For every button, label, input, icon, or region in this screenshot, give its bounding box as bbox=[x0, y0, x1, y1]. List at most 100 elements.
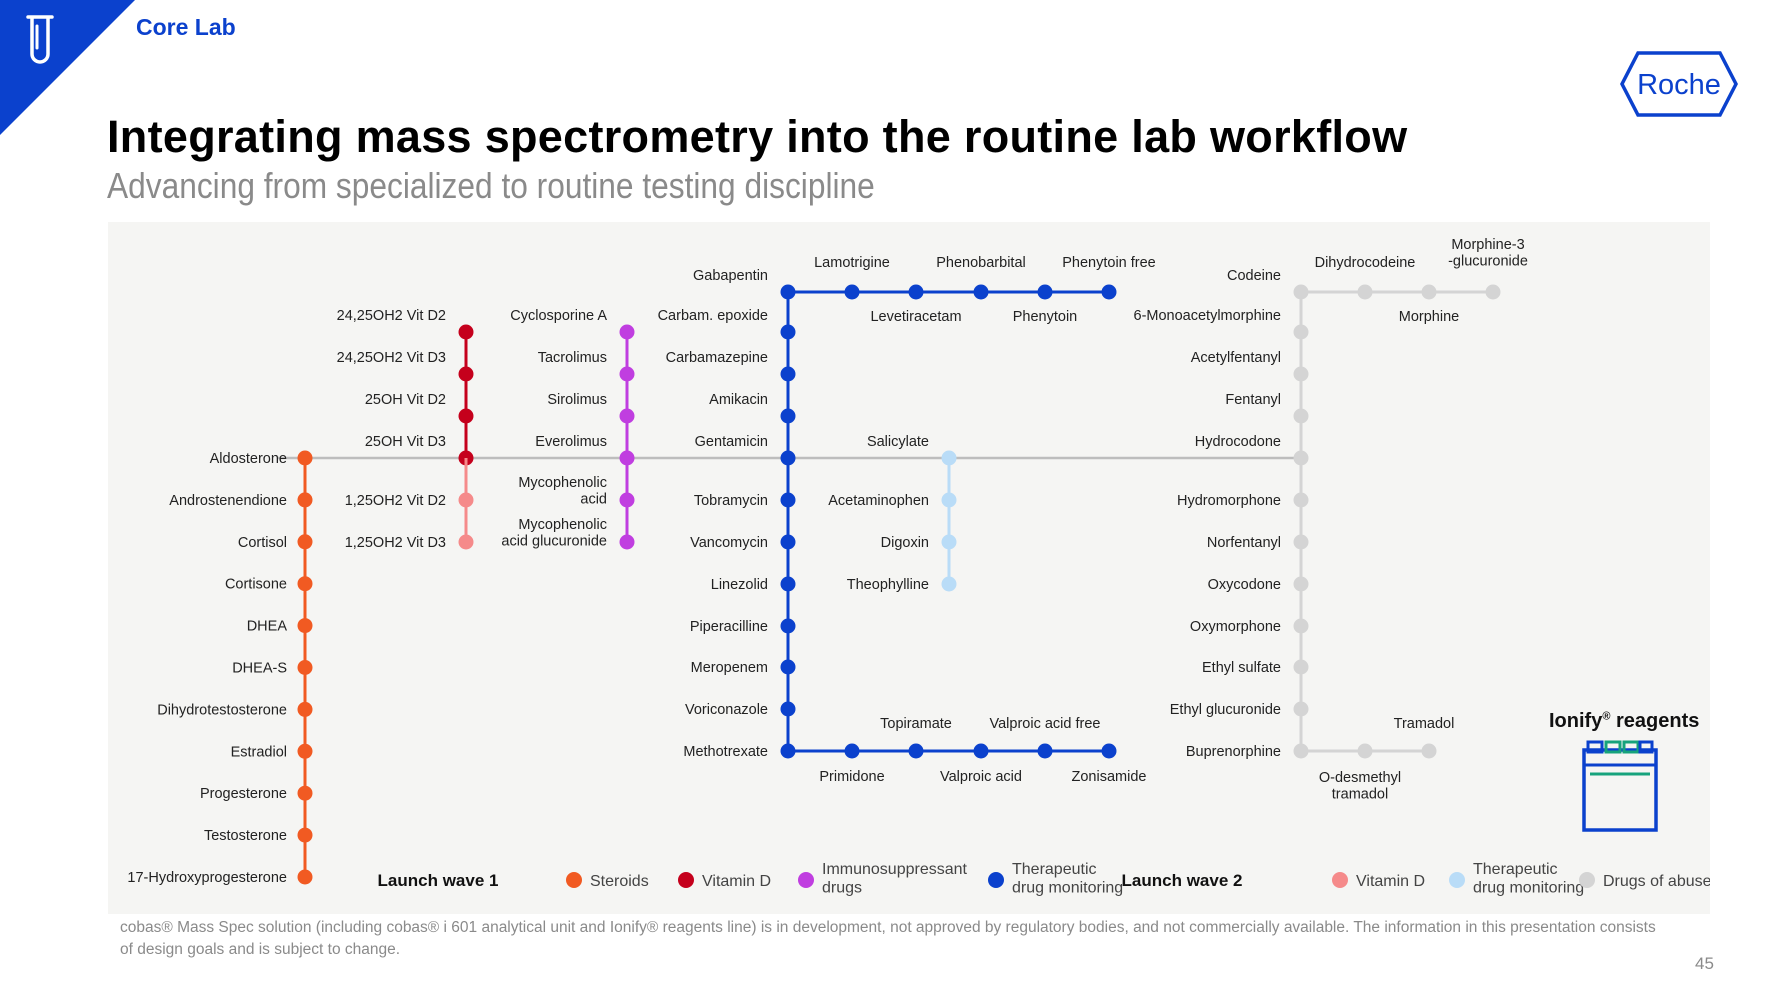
ionify-reagents-label: Ionify® reagents bbox=[1549, 710, 1699, 733]
legend-label: Steroids bbox=[590, 873, 649, 890]
doa-label: Hydromorphone bbox=[1177, 493, 1281, 509]
steroid-label: Testosterone bbox=[204, 828, 287, 844]
immunosuppressant-station bbox=[619, 408, 635, 424]
steroid-station bbox=[297, 701, 313, 717]
page-number: 45 bbox=[1695, 954, 1714, 973]
legend-label: Therapeutic drug monitoring bbox=[1012, 861, 1123, 896]
steroid-label: Cortisone bbox=[225, 577, 287, 593]
steroid-station bbox=[297, 827, 313, 843]
steroid-label: Progesterone bbox=[200, 786, 287, 802]
tdm-top-label: Levetiracetam bbox=[870, 309, 961, 325]
steroid-station bbox=[297, 492, 313, 508]
tdm-bottom-station bbox=[1101, 743, 1117, 759]
tdm-top-station bbox=[844, 284, 860, 300]
doa-bottom-station bbox=[1357, 743, 1373, 759]
steroid-station bbox=[297, 785, 313, 801]
tdm-station bbox=[780, 701, 796, 717]
doa-station bbox=[1293, 576, 1309, 592]
immunosuppressant-station bbox=[619, 366, 635, 382]
vitamin-d-label: 24,25OH2 Vit D3 bbox=[337, 350, 446, 366]
steroid-station bbox=[297, 576, 313, 592]
steroid-label: 17-Hydroxyprogesterone bbox=[127, 870, 287, 886]
doa-top-station bbox=[1485, 284, 1501, 300]
tdm-label: Vancomycin bbox=[690, 535, 768, 551]
tdm-station bbox=[780, 618, 796, 634]
doa-station bbox=[1293, 534, 1309, 550]
doa-label: Fentanyl bbox=[1225, 392, 1281, 408]
footnote: cobas® Mass Spec solution (including cob… bbox=[120, 919, 1656, 958]
steroid-label: Cortisol bbox=[238, 535, 287, 551]
doa-top-label: Morphine-3 -glucuronide bbox=[1448, 237, 1528, 270]
doa-station bbox=[1293, 408, 1309, 424]
page-title: Integrating mass spectrometry into the r… bbox=[107, 111, 1408, 162]
legend-label: Immunosuppressant drugs bbox=[822, 861, 968, 896]
tdm-label: Tobramycin bbox=[694, 493, 768, 509]
tdm-label: Gabapentin bbox=[693, 268, 768, 284]
doa-label: Ethyl glucuronide bbox=[1170, 702, 1281, 718]
tdm2-label: Acetaminophen bbox=[828, 493, 929, 509]
immunosuppressant-label: Tacrolimus bbox=[538, 350, 607, 366]
roche-logo-text: Roche bbox=[1637, 69, 1721, 101]
legend-dot bbox=[566, 872, 582, 888]
doa-label: Norfentanyl bbox=[1207, 535, 1281, 551]
doa-top-label: Morphine bbox=[1399, 309, 1459, 325]
steroid-station bbox=[297, 869, 313, 885]
ionify-brand: Ionify bbox=[1549, 710, 1603, 732]
steroid-station bbox=[297, 450, 313, 466]
metro-map-panel: Aldosterone Androstenendione Cortisol Corti… bbox=[108, 222, 1710, 914]
vitamin-d2-station bbox=[458, 492, 474, 508]
vitamin-d2-station bbox=[458, 534, 474, 550]
vitamin-d-label: 24,25OH2 Vit D2 bbox=[337, 308, 446, 324]
doa-label: Oxymorphone bbox=[1190, 619, 1281, 635]
immunosuppressant-label: Cyclosporine A bbox=[510, 308, 607, 324]
steroid-station bbox=[297, 534, 313, 550]
reagent-pack-icon bbox=[1582, 740, 1658, 832]
tdm-label: Piperacilline bbox=[690, 619, 768, 635]
doa-top-station bbox=[1421, 284, 1437, 300]
doa-station bbox=[1293, 659, 1309, 675]
steroid-label: Estradiol bbox=[231, 744, 287, 760]
legend-label: Vitamin D bbox=[1356, 873, 1425, 890]
tdm-label: Gentamicin bbox=[695, 434, 768, 450]
doa-station bbox=[1293, 324, 1309, 340]
tdm-top-label: Phenytoin free bbox=[1062, 255, 1156, 271]
steroid-station bbox=[297, 743, 313, 759]
corner-banner bbox=[0, 0, 135, 135]
doa-label: Hydrocodone bbox=[1195, 434, 1281, 450]
doa-station bbox=[1293, 450, 1309, 466]
vitamin-d-station bbox=[458, 408, 474, 424]
doa-label: Oxycodone bbox=[1208, 577, 1281, 593]
tdm-top-station bbox=[908, 284, 924, 300]
vitamin-d-station bbox=[458, 366, 474, 382]
tdm2-station bbox=[941, 450, 957, 466]
tdm-label: Methotrexate bbox=[683, 744, 768, 760]
legend-dot bbox=[798, 872, 814, 888]
immunosuppressant-label: Mycophenolic acid bbox=[518, 475, 607, 508]
tdm-station bbox=[780, 408, 796, 424]
tdm2-station bbox=[941, 576, 957, 592]
tdm-label: Amikacin bbox=[709, 392, 768, 408]
tdm-top-station bbox=[1037, 284, 1053, 300]
legend-wave2-title: Launch wave 2 bbox=[1122, 871, 1243, 890]
tdm-station bbox=[780, 366, 796, 382]
doa-top-station bbox=[1357, 284, 1373, 300]
tdm-label: Meropenem bbox=[691, 660, 768, 676]
immunosuppressant-station bbox=[619, 492, 635, 508]
legend-dot bbox=[988, 872, 1004, 888]
steroid-label: Androstenendione bbox=[169, 493, 287, 509]
tdm-top-label: Phenobarbital bbox=[936, 255, 1026, 271]
doa-station bbox=[1293, 618, 1309, 634]
immunosuppressant-station bbox=[619, 450, 635, 466]
test-tube-icon bbox=[26, 15, 54, 64]
immunosuppressant-label: Everolimus bbox=[535, 434, 607, 450]
tdm-label: Carbam. epoxide bbox=[658, 308, 768, 324]
doa-bottom-label: O-desmethyl tramadol bbox=[1319, 770, 1401, 803]
tdm2-label: Salicylate bbox=[867, 434, 929, 450]
vitamin-d-station bbox=[458, 324, 474, 340]
doa-bottom-station bbox=[1421, 743, 1437, 759]
doa-label: Acetylfentanyl bbox=[1191, 350, 1281, 366]
doa-station bbox=[1293, 701, 1309, 717]
doa-station bbox=[1293, 492, 1309, 508]
doa-label: Buprenorphine bbox=[1186, 744, 1281, 760]
tdm-bottom-station bbox=[973, 743, 989, 759]
